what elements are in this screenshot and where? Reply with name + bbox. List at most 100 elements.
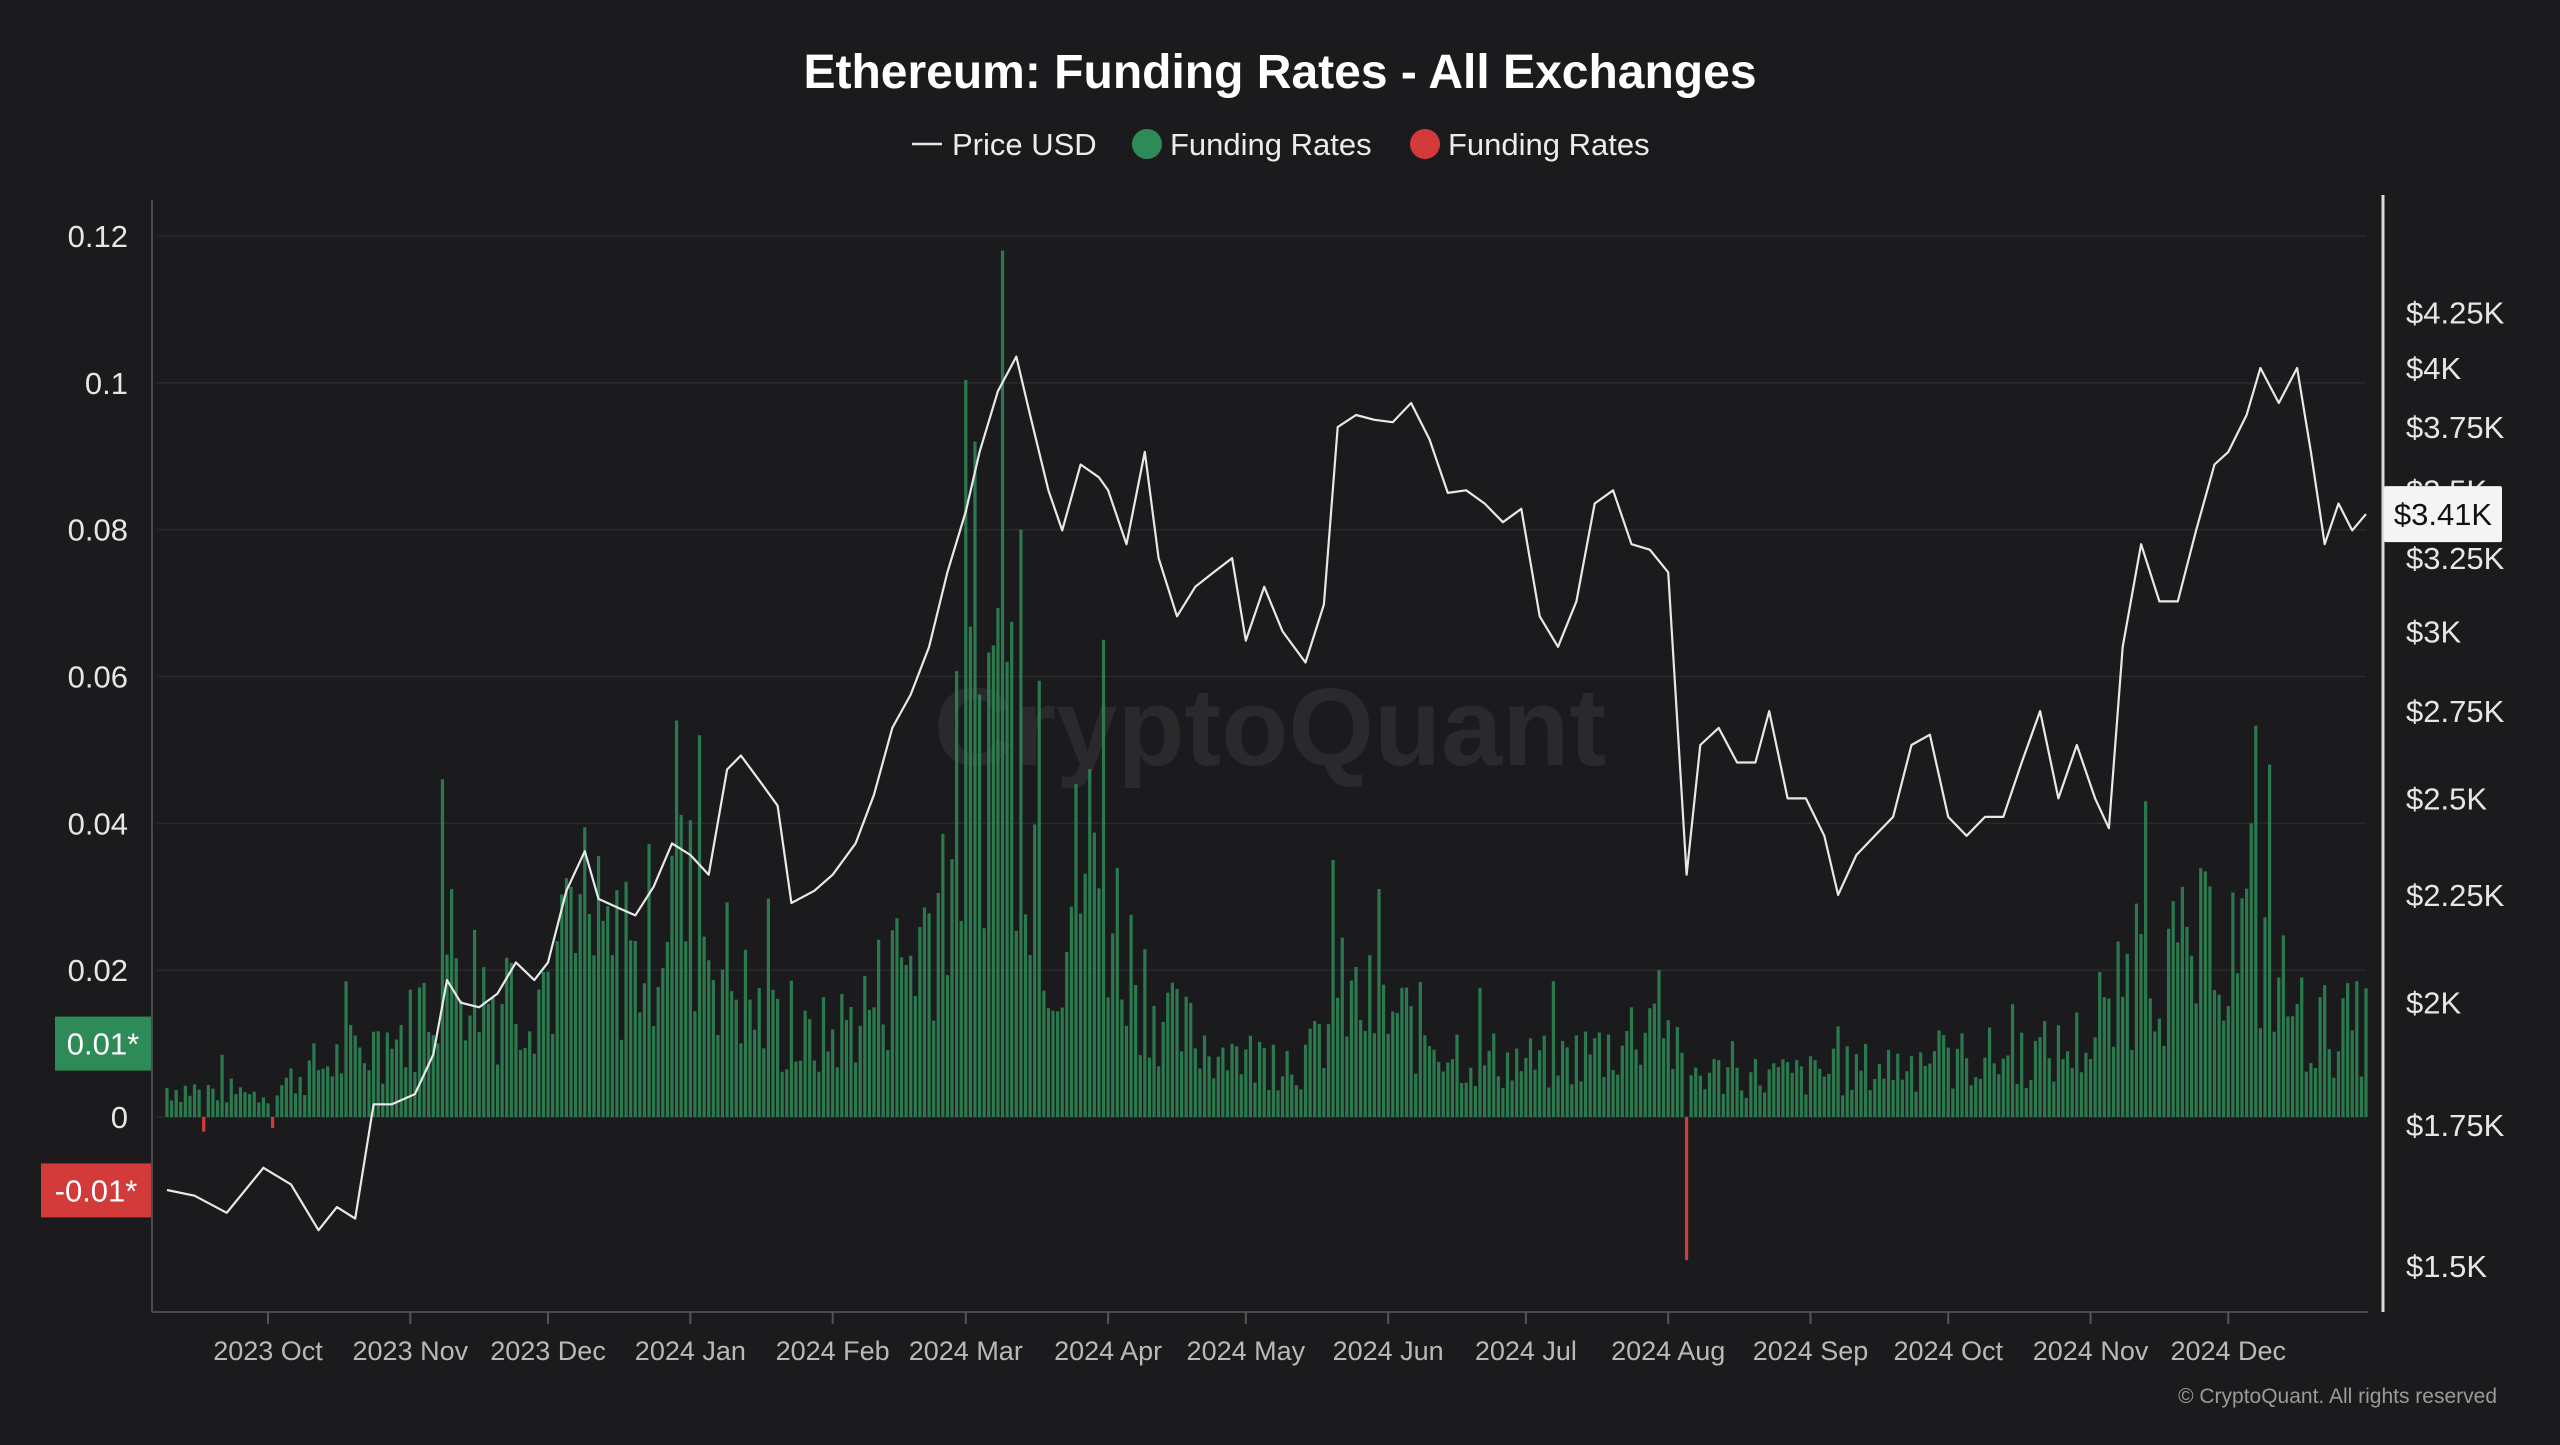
funding-rate-bar	[1965, 1058, 1969, 1117]
funding-rate-bar	[1299, 1089, 1303, 1117]
funding-rate-bar	[2052, 1081, 2056, 1117]
funding-rate-bar	[2332, 1077, 2336, 1117]
funding-rate-bar	[1776, 1067, 1780, 1117]
y-left-tick-label: 0.12	[68, 219, 128, 254]
funding-rate-bar	[1859, 1070, 1863, 1117]
funding-rate-bar	[1083, 873, 1087, 1117]
funding-rate-bar	[330, 1076, 334, 1117]
funding-rate-bar	[2364, 988, 2368, 1117]
funding-rate-bar	[1579, 1081, 1583, 1117]
funding-rate-bar	[165, 1087, 169, 1117]
funding-rate-bar	[2231, 892, 2235, 1117]
funding-rate-bar	[1496, 1076, 1500, 1117]
funding-rate-bar	[665, 942, 669, 1117]
funding-rate-bar	[1799, 1066, 1803, 1117]
funding-rate-bar	[1662, 1038, 1666, 1117]
funding-rate-bar	[339, 1073, 344, 1117]
funding-rate-bar	[1340, 937, 1344, 1117]
funding-rate-bar	[1487, 1050, 1491, 1117]
funding-rate-bar	[1303, 1044, 1308, 1117]
funding-rate-bar	[899, 957, 904, 1117]
funding-rate-bar	[1294, 1085, 1298, 1117]
funding-rate-bar	[854, 1062, 858, 1117]
funding-rate-bar	[1244, 1049, 1248, 1117]
funding-rate-bar	[1207, 1056, 1211, 1117]
funding-rate-bar	[1827, 1073, 1831, 1117]
funding-rate-bar	[367, 1070, 371, 1117]
y-left-tick-label: 0	[111, 1100, 128, 1135]
funding-rate-bar	[1625, 1031, 1629, 1117]
funding-rate-bar	[1804, 1094, 1808, 1117]
funding-rate-bar	[918, 927, 922, 1117]
funding-rate-bar	[1891, 1080, 1895, 1117]
funding-rate-bar	[394, 1039, 399, 1117]
funding-rate-bar	[1432, 1049, 1436, 1117]
funding-rate-bar	[2020, 1032, 2024, 1117]
funding-rate-bar	[326, 1066, 330, 1117]
funding-rate-bar	[1418, 982, 1422, 1117]
x-tick-label: 2023 Dec	[490, 1336, 606, 1366]
funding-rate-bar	[518, 1049, 523, 1117]
legend-item[interactable]: Funding Rates	[1410, 127, 1650, 162]
funding-rate-bar	[1960, 1033, 1964, 1117]
funding-rate-bar	[2075, 1012, 2079, 1117]
funding-rate-bar	[234, 1094, 238, 1117]
legend-item[interactable]: Funding Rates	[1132, 127, 1372, 162]
funding-rate-bar	[785, 1069, 789, 1117]
funding-rate-bar	[1556, 1075, 1560, 1117]
funding-rate-bar	[1455, 1034, 1459, 1117]
funding-rate-bar	[2295, 1004, 2299, 1117]
funding-rate-bar	[1942, 1035, 1946, 1117]
funding-rate-bar	[1969, 1085, 1973, 1117]
funding-rate-bar	[2070, 1067, 2074, 1117]
x-tick-label: 2024 Sep	[1753, 1336, 1869, 1366]
funding-rate-bar	[275, 1095, 279, 1117]
funding-rate-bar	[624, 881, 628, 1117]
funding-rate-bar	[2336, 1051, 2341, 1117]
funding-rate-bar	[1377, 888, 1381, 1117]
funding-rate-bar	[872, 1007, 876, 1117]
copyright-credit: © CryptoQuant. All rights reserved	[2178, 1385, 2497, 1408]
funding-rate-bar	[808, 1019, 812, 1117]
funding-rate-bar	[1767, 1069, 1771, 1117]
x-tick-label: 2023 Oct	[213, 1336, 323, 1366]
funding-rate-bar	[2029, 1080, 2033, 1117]
funding-rate-bar	[2084, 1052, 2088, 1117]
funding-rate-bar	[1386, 1033, 1390, 1117]
funding-rate-bar	[2313, 1067, 2318, 1117]
funding-rate-bar	[1285, 1050, 1289, 1117]
funding-rate-bar	[1450, 1059, 1455, 1117]
funding-rate-bar	[895, 918, 899, 1117]
funding-rate-bar	[1583, 1031, 1588, 1117]
funding-rate-bar	[1290, 1074, 1294, 1117]
price-usd-line	[166, 355, 2367, 1232]
funding-rate-bar	[2286, 1016, 2290, 1117]
funding-rate-bar	[1657, 970, 1661, 1117]
funding-rate-bar	[629, 940, 633, 1117]
funding-rate-bar	[1143, 949, 1147, 1117]
funding-rate-bar	[1042, 990, 1046, 1117]
funding-rate-bar	[2290, 1016, 2295, 1117]
funding-rate-bar	[284, 1077, 288, 1117]
funding-rate-bar	[2121, 996, 2125, 1117]
legend-item[interactable]: Price USD	[912, 127, 1097, 162]
funding-rate-bar	[541, 971, 546, 1117]
funding-rate-bar	[1019, 529, 1023, 1117]
funding-rate-bar	[564, 878, 568, 1117]
funding-rate-bar	[1014, 930, 1018, 1117]
funding-rate-bar	[1482, 1065, 1487, 1117]
funding-rate-bar	[551, 1034, 555, 1117]
funding-rate-bar	[1023, 914, 1028, 1117]
funding-rate-bar	[858, 1025, 862, 1117]
funding-rate-bar	[1790, 1072, 1794, 1117]
funding-rate-bar	[1570, 1084, 1574, 1117]
funding-rate-bar	[1409, 1006, 1413, 1117]
funding-rate-bar	[450, 889, 454, 1117]
price-line-group	[166, 355, 2367, 1232]
funding-rate-bar	[1184, 996, 1188, 1117]
funding-rate-bar	[2263, 917, 2267, 1117]
funding-rate-bar	[1652, 1003, 1657, 1117]
legend[interactable]: Price USD Funding Rates Funding Rates	[912, 127, 1650, 162]
funding-rate-bar	[1992, 1063, 1996, 1117]
funding-rate-bar	[2254, 725, 2258, 1117]
